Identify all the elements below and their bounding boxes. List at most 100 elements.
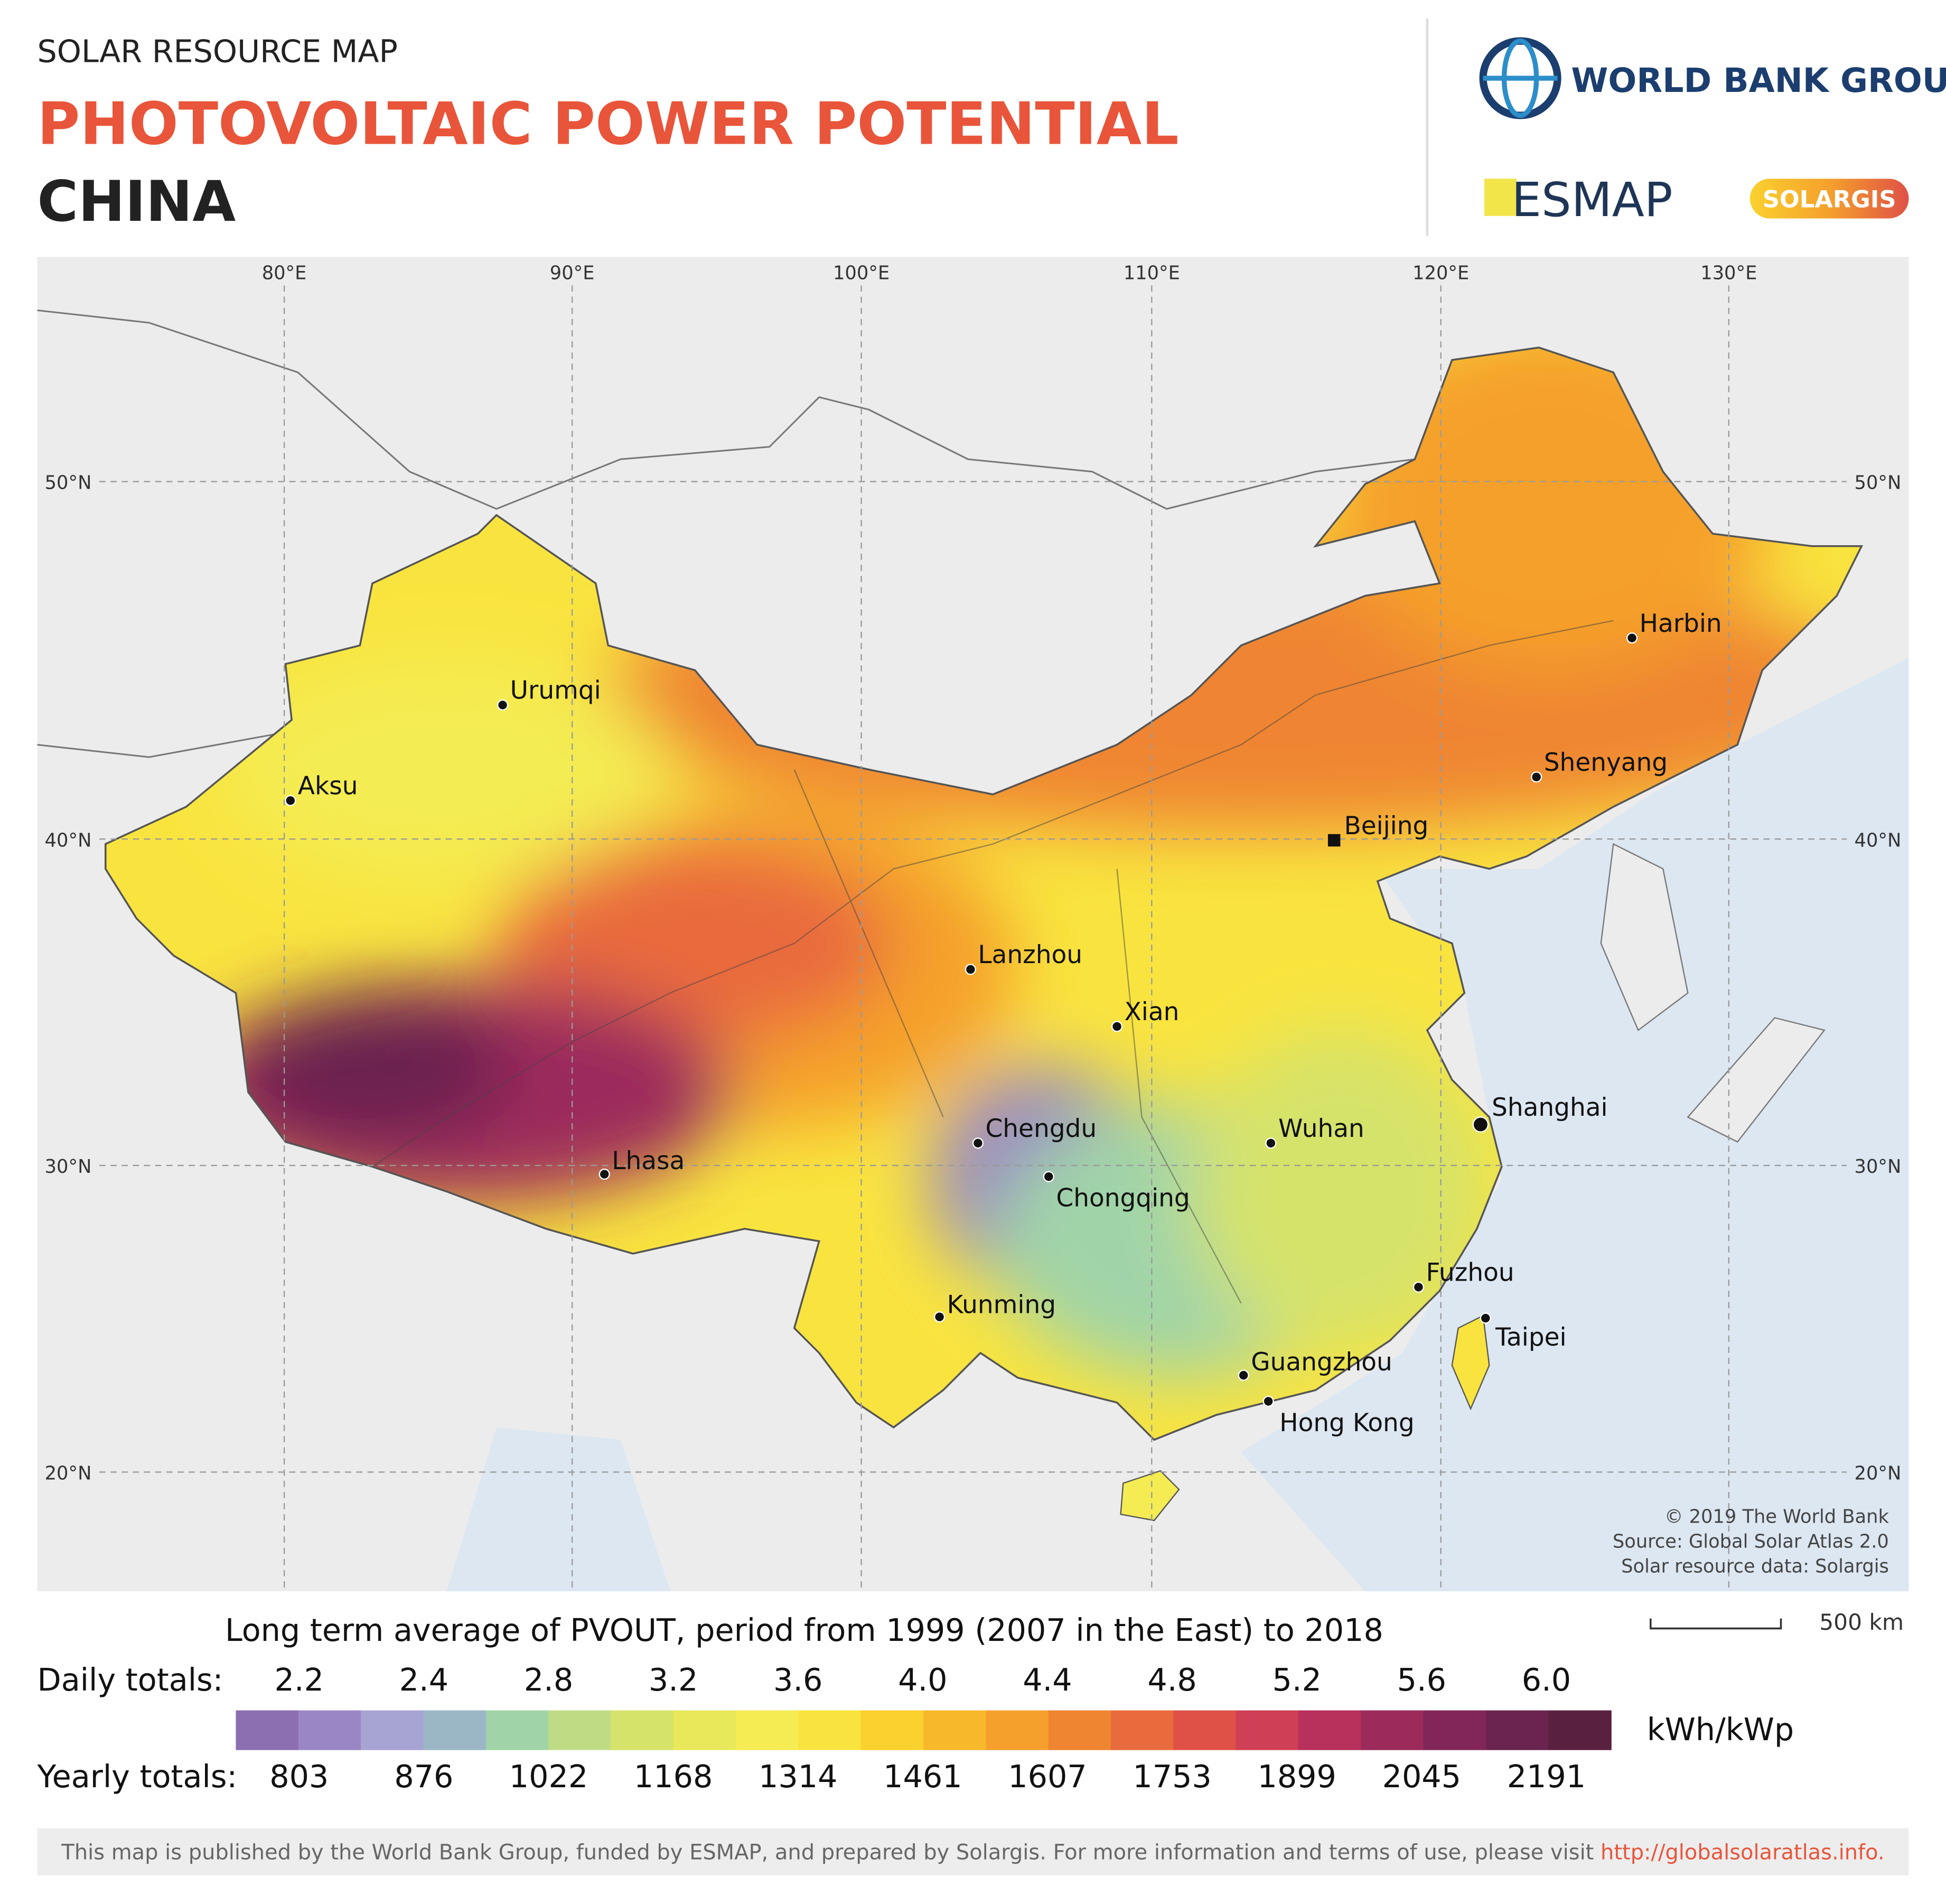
color-swatch — [1236, 1710, 1299, 1750]
esmap-text: ESMAP — [1512, 173, 1673, 228]
world-bank-text: WORLD BANK GROUP — [1571, 61, 1946, 100]
longitude-label: 130°E — [1700, 263, 1757, 284]
longitude-label: 80°E — [262, 263, 307, 284]
legend-unit: kWh/kWp — [1647, 1711, 1794, 1748]
latitude-label: 50°N — [1855, 472, 1902, 494]
latitude-label: 30°N — [1855, 1156, 1902, 1178]
city-label: Shanghai — [1492, 1093, 1608, 1122]
color-swatch — [860, 1710, 924, 1750]
color-swatch — [986, 1710, 1049, 1750]
city-label: Hong Kong — [1279, 1408, 1414, 1438]
city-label: Lanzhou — [978, 940, 1082, 969]
solargis-text: SOLARGIS — [1763, 185, 1896, 213]
legend-title: Long term average of PVOUT, period from … — [225, 1612, 1383, 1648]
color-swatch — [423, 1710, 486, 1750]
color-swatch — [1173, 1710, 1237, 1750]
city-label: Harbin — [1640, 609, 1722, 638]
latitude-label: 20°N — [45, 1463, 92, 1485]
city-label: Kunming — [947, 1291, 1056, 1320]
yearly-value: 1168 — [634, 1758, 713, 1795]
city-label: Taipei — [1495, 1323, 1567, 1352]
color-swatch — [1110, 1710, 1174, 1750]
footer-link[interactable]: http://globalsolaratlas.info. — [1601, 1840, 1884, 1864]
color-swatch — [1048, 1710, 1112, 1750]
daily-value: 6.0 — [1522, 1662, 1571, 1698]
yearly-value: 2045 — [1382, 1758, 1461, 1795]
credit-line: © 2019 The World Bank — [1664, 1506, 1889, 1528]
daily-value: 2.8 — [524, 1662, 573, 1698]
color-swatch — [923, 1710, 987, 1750]
korea-japan — [1600, 843, 1826, 1143]
credit-line: Source: Global Solar Atlas 2.0 — [1613, 1531, 1889, 1553]
yearly-value: 1461 — [883, 1758, 962, 1795]
color-swatch — [236, 1710, 299, 1750]
yearly-value: 876 — [394, 1758, 453, 1795]
city-marker — [1480, 1312, 1491, 1324]
longitude-label: 90°E — [550, 263, 595, 284]
legend-scale: 2.2 2.4 2.8 3.2 3.6 4.0 4.4 4.8 5.2 5.6 6.0 803 876 1… — [236, 1662, 1612, 1795]
world-bank-logo: WORLD BANK GROUP — [1479, 37, 1946, 119]
hainan — [1120, 1470, 1180, 1522]
longitude-label: 110°E — [1124, 263, 1180, 284]
scale-bar — [1650, 1618, 1782, 1630]
city-marker — [1238, 1369, 1249, 1381]
latitude-label: 20°N — [1855, 1463, 1902, 1485]
daily-value: 4.0 — [898, 1662, 947, 1698]
footer: This map is published by the World Bank … — [61, 1840, 1884, 1864]
city-label: Chongqing — [1056, 1184, 1190, 1213]
yearly-value: 803 — [269, 1758, 329, 1795]
daily-value: 3.2 — [649, 1662, 698, 1698]
longitude-label: 120°E — [1412, 263, 1469, 284]
daily-value: 5.6 — [1397, 1662, 1446, 1698]
city-marker — [972, 1137, 984, 1149]
color-swatch — [1548, 1710, 1612, 1750]
color-swatch — [673, 1710, 737, 1750]
yearly-value: 1314 — [759, 1758, 837, 1795]
city-label: Aksu — [298, 772, 358, 801]
title: PHOTOVOLTAIC POWER POTENTIAL — [38, 91, 1179, 158]
daily-value: 4.8 — [1147, 1662, 1196, 1698]
yearly-value: 1899 — [1257, 1758, 1336, 1795]
graticule: 80°E 90°E 100°E 110°E 120°E 130°E 50°N 50°N 40°N… — [45, 263, 1902, 1591]
scale-label: 500 km — [1819, 1609, 1904, 1635]
bay-of-bengal — [446, 1427, 670, 1591]
city-marker — [1111, 1021, 1123, 1032]
capital-marker — [1327, 834, 1341, 847]
city-marker — [1412, 1281, 1425, 1293]
yearly-value: 1607 — [1008, 1758, 1087, 1795]
city-marker — [285, 795, 296, 806]
city-marker — [1531, 771, 1542, 783]
city-marker — [933, 1311, 946, 1323]
yearly-value: 1753 — [1133, 1758, 1211, 1795]
city-marker — [1262, 1395, 1274, 1407]
color-swatch — [1361, 1710, 1424, 1750]
color-swatch — [1485, 1710, 1549, 1750]
city-label: Shenyang — [1544, 748, 1668, 777]
city-label: Wuhan — [1278, 1114, 1364, 1143]
yearly-label: Yearly totals: — [37, 1758, 238, 1795]
city-label: Fuzhou — [1426, 1258, 1514, 1287]
city-label: Guangzhou — [1251, 1348, 1392, 1377]
city-marker — [598, 1168, 610, 1180]
country: CHINA — [38, 169, 236, 234]
kicker: SOLAR RESOURCE MAP — [38, 33, 398, 69]
yearly-value: 2191 — [1507, 1758, 1586, 1795]
solargis-logo: SOLARGIS — [1749, 179, 1909, 219]
footer-bar — [37, 1828, 1909, 1875]
city-label: Urumqi — [510, 676, 601, 705]
daily-value: 4.4 — [1023, 1662, 1072, 1698]
longitude-label: 100°E — [833, 263, 890, 284]
city-marker — [1626, 632, 1638, 644]
color-swatch — [485, 1710, 549, 1750]
taiwan — [1451, 1314, 1490, 1411]
city-marker — [1043, 1171, 1054, 1182]
color-swatch — [548, 1710, 612, 1750]
city-label: Chengdu — [985, 1114, 1097, 1143]
city-marker — [497, 699, 509, 711]
city-marker — [1265, 1137, 1277, 1149]
daily-label: Daily totals: — [38, 1662, 223, 1698]
color-swatch — [611, 1710, 674, 1750]
city-label: Beijing — [1344, 811, 1428, 841]
credits: © 2019 The World Bank Source: Global Sola… — [1613, 1506, 1889, 1578]
